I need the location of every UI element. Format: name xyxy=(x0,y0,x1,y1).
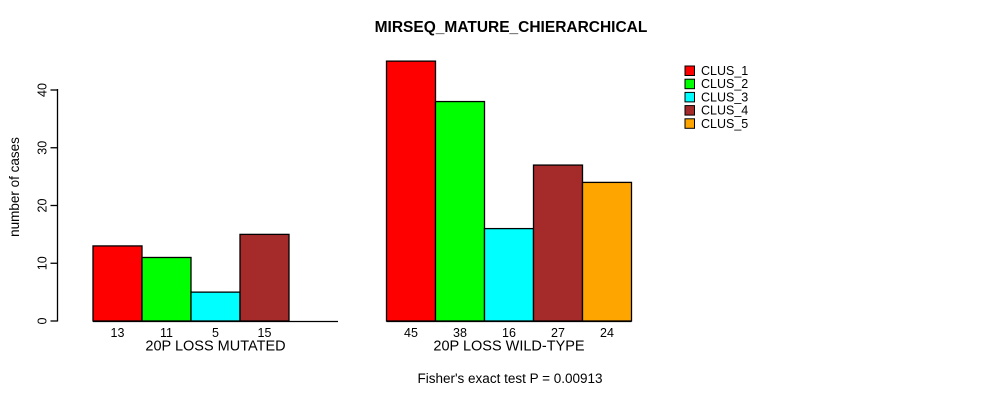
legend-swatch-clus_3 xyxy=(684,91,695,103)
bar-clus_3 xyxy=(190,291,241,322)
bar-clus_5 xyxy=(581,181,633,322)
bar-clus_1 xyxy=(385,60,437,322)
bar-value-label: 45 xyxy=(404,326,418,340)
bar-clus_4 xyxy=(532,164,584,322)
bar-clus_2 xyxy=(141,256,192,322)
bar-clus_1 xyxy=(92,245,143,322)
bar-value-label: 5 xyxy=(212,326,219,340)
legend-label: CLUS_3 xyxy=(701,90,748,104)
legend-swatch-clus_1 xyxy=(684,65,695,76)
bar-value-label: 24 xyxy=(600,326,614,340)
legend-swatch-clus_5 xyxy=(684,118,695,129)
legend-label: CLUS_2 xyxy=(701,77,748,91)
legend-label: CLUS_5 xyxy=(701,117,748,131)
bar-value-label: 38 xyxy=(453,326,467,340)
bar-clus_2 xyxy=(434,100,486,322)
y-axis-title: number of cases xyxy=(7,137,22,237)
bar-value-label: 27 xyxy=(551,326,565,340)
bar-value-label: 11 xyxy=(160,326,173,340)
bar-value-label: 13 xyxy=(111,326,125,340)
chart-caption: Fisher's exact test P = 0.00913 xyxy=(417,371,602,386)
bar-group: 45 38 16 27 24 20P LOSS WILD-TYPE xyxy=(385,60,633,355)
legend-label: CLUS_4 xyxy=(701,104,748,118)
bar-clus_4 xyxy=(239,233,290,322)
y-axis-tick-label: 30 xyxy=(36,141,50,155)
group-label: 20P LOSS WILD-TYPE xyxy=(433,339,585,355)
y-axis-tick-label: 0 xyxy=(36,317,50,324)
bar-value-label: 16 xyxy=(502,326,516,340)
group-label: 20P LOSS MUTATED xyxy=(145,339,285,355)
legend-label: CLUS_1 xyxy=(701,64,748,78)
bar-value-label: 15 xyxy=(258,326,272,340)
y-axis-tick-label: 10 xyxy=(36,256,50,270)
y-axis-tick-label: 20 xyxy=(36,199,50,213)
legend-swatch-clus_4 xyxy=(684,105,695,116)
y-axis: 0 10 20 30 40 xyxy=(36,83,59,324)
y-axis-tick-label: 40 xyxy=(36,83,50,97)
bar-clus_3 xyxy=(483,227,535,322)
chart-title: MIRSEQ_MATURE_CHIERARCHICAL xyxy=(375,19,648,36)
legend-swatch-clus_2 xyxy=(684,78,695,90)
